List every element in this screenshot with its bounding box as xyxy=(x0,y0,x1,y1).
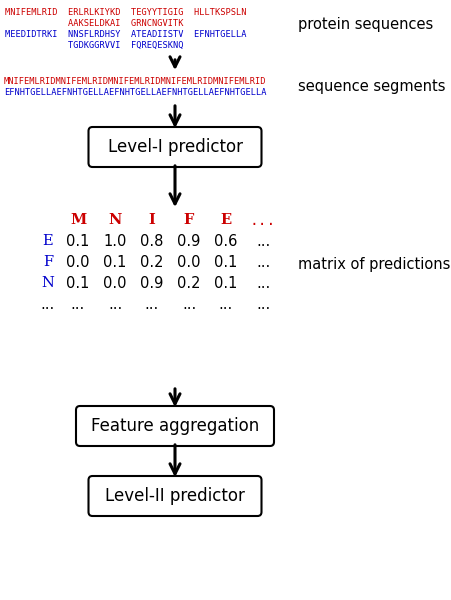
Text: matrix of predictions: matrix of predictions xyxy=(298,257,451,272)
Text: ...: ... xyxy=(41,297,55,312)
Text: TGDKGGRVVI  FQREQESKNQ: TGDKGGRVVI FQREQESKNQ xyxy=(5,41,184,50)
Text: ...: ... xyxy=(250,213,276,228)
Text: ...: ... xyxy=(108,297,122,312)
Text: ...: ... xyxy=(71,297,85,312)
Text: 0.0: 0.0 xyxy=(66,255,90,270)
Text: ...: ... xyxy=(219,297,233,312)
Text: 0.2: 0.2 xyxy=(177,276,201,291)
Text: EFNHTGELLAEFNHTGELLAEFNHTGELLAEFNHTGELLAEFNHTGELLA: EFNHTGELLAEFNHTGELLAEFNHTGELLAEFNHTGELLA… xyxy=(4,88,267,97)
Text: 0.1: 0.1 xyxy=(214,255,238,270)
Text: E: E xyxy=(221,213,231,227)
Text: MEEDIDTRKI  NNSFLRDHSY  ATEADIISTV  EFNHTGELLA: MEEDIDTRKI NNSFLRDHSY ATEADIISTV EFNHTGE… xyxy=(5,30,247,39)
Text: 0.0: 0.0 xyxy=(177,255,201,270)
Text: 0.1: 0.1 xyxy=(66,234,90,249)
FancyBboxPatch shape xyxy=(88,476,262,516)
Text: 0.1: 0.1 xyxy=(214,276,238,291)
Text: ...: ... xyxy=(256,297,270,312)
Text: 0.1: 0.1 xyxy=(66,276,90,291)
Text: 0.8: 0.8 xyxy=(140,234,164,249)
Text: sequence segments: sequence segments xyxy=(298,79,446,94)
Text: ...: ... xyxy=(145,297,159,312)
Text: I: I xyxy=(149,213,156,227)
Text: N: N xyxy=(108,213,122,227)
Text: MNIFEMLRIDMNIFEMLRIDMNIFEMLRIDMNIFEMLRIDMNIFEMLRID: MNIFEMLRIDMNIFEMLRIDMNIFEMLRIDMNIFEMLRID… xyxy=(4,77,267,86)
Text: Level-I predictor: Level-I predictor xyxy=(107,138,243,156)
Text: AAKSELDKAI  GRNCNGVITK: AAKSELDKAI GRNCNGVITK xyxy=(5,19,184,28)
Text: MNIFEMLRID  ERLRLKIYKD  TEGYYTIGIG  HLLTKSPSLN: MNIFEMLRID ERLRLKIYKD TEGYYTIGIG HLLTKSP… xyxy=(5,8,247,17)
Text: 0.9: 0.9 xyxy=(140,276,164,291)
Text: F: F xyxy=(184,213,194,227)
Text: N: N xyxy=(41,276,55,290)
Text: Level-II predictor: Level-II predictor xyxy=(105,487,245,505)
Text: M: M xyxy=(70,213,86,227)
FancyBboxPatch shape xyxy=(76,406,274,446)
Text: 0.6: 0.6 xyxy=(214,234,238,249)
Text: 0.9: 0.9 xyxy=(177,234,201,249)
Text: F: F xyxy=(43,255,53,269)
Text: 0.2: 0.2 xyxy=(140,255,164,270)
Text: 0.0: 0.0 xyxy=(103,276,127,291)
Text: ...: ... xyxy=(182,297,196,312)
Text: ...: ... xyxy=(256,234,270,249)
Text: protein sequences: protein sequences xyxy=(298,16,433,31)
FancyBboxPatch shape xyxy=(88,127,262,167)
Text: 1.0: 1.0 xyxy=(103,234,127,249)
Text: ...: ... xyxy=(256,255,270,270)
Text: ...: ... xyxy=(256,276,270,291)
Text: 0.1: 0.1 xyxy=(103,255,127,270)
Text: Feature aggregation: Feature aggregation xyxy=(91,417,259,435)
Text: E: E xyxy=(43,234,53,248)
